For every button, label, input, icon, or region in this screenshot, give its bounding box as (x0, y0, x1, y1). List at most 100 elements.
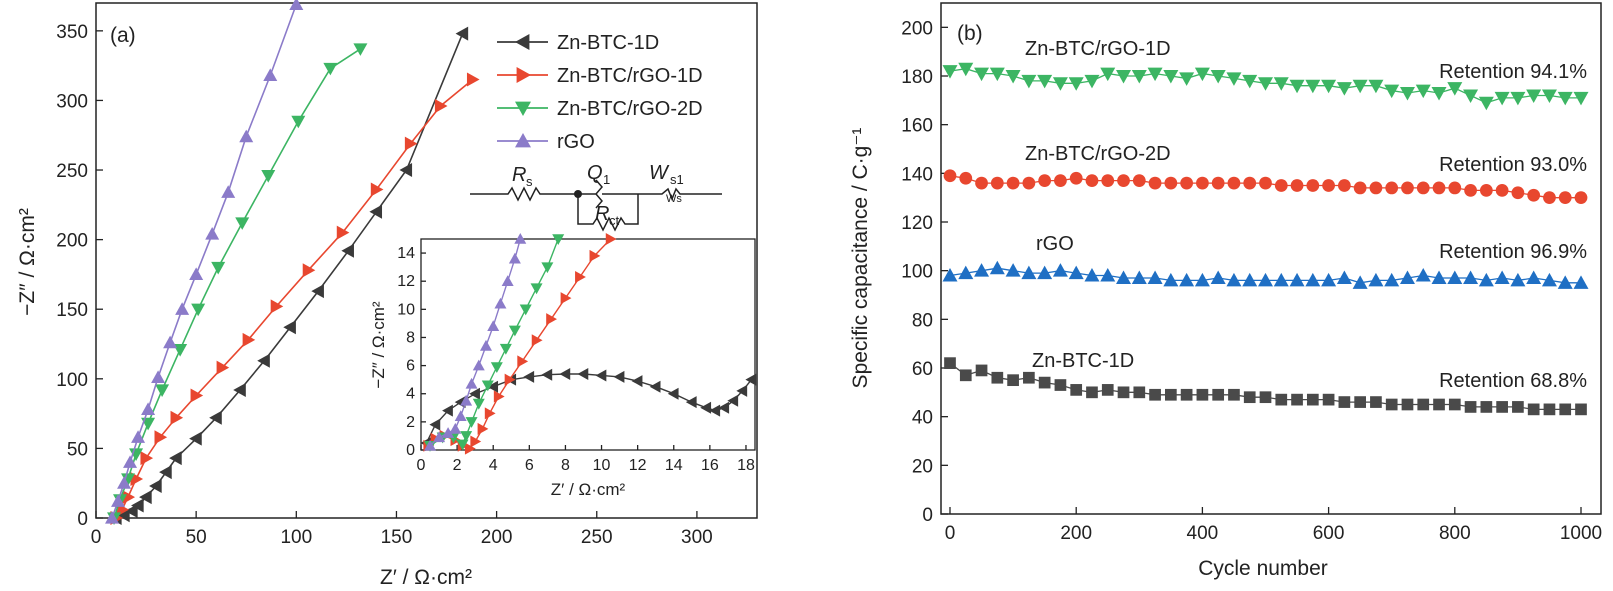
cycling-point-zn-btc-rgo-1d (1226, 72, 1242, 86)
retention-rgo: Retention 96.9% (1439, 241, 1587, 263)
retention-zn-btc-rgo-1d: Retention 94.1% (1439, 61, 1587, 83)
data-point-zn-btc-1d (341, 243, 354, 258)
panel-b-ytick-label: 180 (901, 67, 933, 88)
cycling-point-zn-btc-1d (1007, 374, 1019, 387)
circuit-label-w: W (649, 162, 670, 184)
inset-data-point-zn-btc-1d (559, 368, 571, 381)
data-point-zn-btc-1d (369, 204, 383, 219)
cycling-point-zn-btc-rgo-2d (1290, 179, 1304, 192)
inset-data-point-zn-btc-rgo-1d (575, 270, 586, 283)
cycling-point-zn-btc-1d (1306, 393, 1319, 406)
cycling-point-zn-btc-rgo-1d (1336, 82, 1352, 96)
data-point-zn-btc-rgo-1d (242, 332, 256, 347)
cycling-point-rgo (1163, 272, 1179, 287)
cycling-point-rgo (1384, 272, 1400, 287)
panel-a-ytick-label: 350 (56, 22, 88, 43)
panel-a-frame (95, 2, 758, 519)
data-point-rgo (141, 402, 156, 416)
cycling-point-zn-btc-rgo-2d (1132, 174, 1146, 188)
cycling-point-rgo (1494, 270, 1510, 284)
cycling-point-zn-btc-rgo-1d (1526, 89, 1542, 103)
cycling-point-zn-btc-1d (1543, 403, 1556, 416)
cycling-point-zn-btc-rgo-1d (1068, 77, 1084, 91)
cycling-point-zn-btc-rgo-2d (1479, 183, 1493, 197)
inset-data-point-zn-btc-1d (700, 401, 712, 414)
cycling-point-zn-btc-1d (1212, 388, 1225, 401)
data-point-zn-btc-1d (399, 163, 413, 178)
cycling-point-zn-btc-rgo-1d (1147, 67, 1163, 82)
inset-data-point-zn-btc-1d (727, 394, 739, 407)
cycling-point-zn-btc-rgo-2d (1038, 174, 1052, 188)
panel-a-ytick-label: 150 (56, 300, 88, 321)
cycling-point-zn-btc-1d (1433, 398, 1445, 411)
cycling-point-rgo (1415, 268, 1431, 282)
inset-data-point-zn-btc-1d (667, 387, 679, 400)
data-point-zn-btc-rgo-1d (336, 225, 350, 240)
panel-b-ytick-label: 80 (912, 310, 933, 331)
cycling-point-zn-btc-rgo-1d (1573, 91, 1589, 106)
cycling-point-rgo (1194, 272, 1210, 287)
inset-data-point-zn-btc-rgo-1d (589, 249, 601, 262)
inset-data-point-rgo (449, 422, 462, 434)
cycling-point-zn-btc-rgo-1d (974, 67, 990, 82)
cycling-point-zn-btc-rgo-2d (1164, 176, 1178, 190)
cycling-point-zn-btc-rgo-2d (975, 176, 988, 190)
inset-frame (420, 238, 756, 451)
cycling-point-rgo (1557, 275, 1573, 289)
cycling-point-zn-btc-rgo-1d (1321, 79, 1337, 94)
series-label-zn-btc-1d: Zn-BTC-1D (1032, 350, 1134, 372)
inset-data-point-zn-btc-rgo-2d (508, 325, 521, 337)
inset-ytick-label: 12 (397, 273, 415, 290)
inset-data-point-zn-btc-1d (523, 370, 535, 383)
panel-b-ytick-label: 200 (901, 18, 933, 39)
cycling-point-zn-btc-rgo-2d (1180, 176, 1193, 190)
data-point-zn-btc-rgo-2d (155, 384, 170, 397)
inset-data-point-zn-btc-rgo-1d (477, 422, 489, 435)
cycling-point-rgo (1021, 265, 1037, 280)
inset-data-point-rgo (442, 427, 455, 438)
cycling-point-zn-btc-1d (1117, 386, 1130, 399)
inset-xtick-label: 0 (417, 457, 426, 474)
cycling-point-rgo (1258, 272, 1273, 287)
panel-a-ytick-label: 0 (77, 509, 88, 530)
cycling-point-rgo (1052, 263, 1068, 277)
cycling-point-zn-btc-rgo-2d (1274, 179, 1288, 192)
cycling-point-zn-btc-rgo-2d (1211, 176, 1225, 190)
inset-xlabel: Z′ / Ω·cm² (551, 480, 626, 499)
cycling-point-zn-btc-rgo-2d (1259, 176, 1272, 190)
inset-xtick-label: 2 (453, 457, 462, 474)
data-point-zn-btc-rgo-1d (302, 263, 316, 278)
cycling-point-zn-btc-rgo-1d (1273, 77, 1289, 91)
data-point-rgo (111, 494, 126, 507)
inset-data-point-zn-btc-rgo-2d (456, 439, 469, 451)
cycling-point-zn-btc-rgo-2d (1353, 181, 1367, 195)
cycling-point-zn-btc-rgo-2d (1196, 176, 1209, 190)
cycling-point-zn-btc-1d (1575, 403, 1587, 416)
inset-data-point-zn-btc-1d (709, 404, 721, 417)
inset-data-point-zn-btc-rgo-2d (465, 417, 478, 428)
inset-data-point-rgo (433, 431, 446, 443)
inset-data-point-zn-btc-rgo-1d (560, 292, 572, 305)
cycling-point-zn-btc-rgo-1d (1352, 79, 1368, 94)
cycling-point-zn-btc-rgo-1d (1368, 79, 1384, 94)
cycling-point-zn-btc-rgo-1d (1021, 74, 1037, 89)
inset-data-point-rgo (472, 359, 485, 371)
cycling-point-zn-btc-1d (975, 364, 988, 377)
inset-data-point-zn-btc-1d (736, 384, 748, 397)
cycling-point-zn-btc-rgo-1d (1494, 91, 1510, 106)
cycling-point-rgo (1368, 272, 1384, 287)
cycling-point-zn-btc-1d (959, 369, 972, 382)
panel-a-ytick-label: 200 (56, 231, 88, 252)
panel-b-frame (940, 2, 1602, 515)
panel-a-xtick-label: 200 (481, 527, 513, 548)
data-point-rgo (239, 129, 254, 143)
cycling-point-zn-btc-rgo-1d (1399, 87, 1415, 101)
inset-ytick-label: 6 (406, 358, 415, 375)
cycling-point-rgo (1447, 270, 1463, 284)
cycling-point-zn-btc-1d (1243, 391, 1256, 404)
cycling-point-zn-btc-rgo-2d (1117, 174, 1130, 188)
cycling-point-zn-btc-1d (1291, 393, 1303, 406)
cycling-point-zn-btc-1d (1480, 401, 1493, 413)
cycling-point-zn-btc-rgo-2d (1338, 179, 1351, 192)
panel-a-xtick-label: 150 (381, 527, 413, 548)
